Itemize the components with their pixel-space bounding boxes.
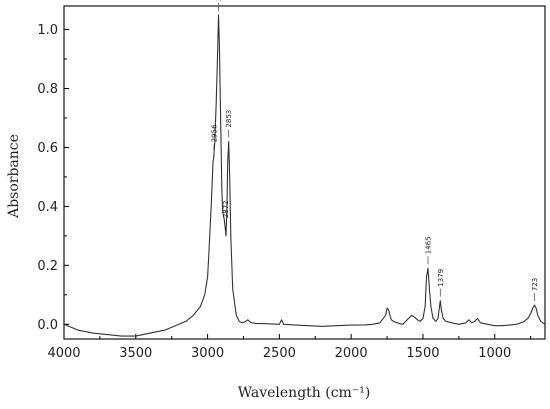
spectrum-line bbox=[63, 14, 546, 337]
plot-frame bbox=[63, 5, 546, 340]
x-tick-label: 1000 bbox=[478, 346, 511, 361]
y-tick-label: 0.8 bbox=[37, 82, 58, 97]
peak-label: 2956 bbox=[210, 124, 218, 142]
x-tick-label: 4000 bbox=[47, 346, 80, 361]
y-tick-label: 1.0 bbox=[37, 23, 58, 38]
y-tick-label: 0.4 bbox=[37, 200, 58, 215]
peak-label: 2924 bbox=[215, 0, 223, 1]
x-tick-label: 2500 bbox=[263, 346, 296, 361]
peak-labels: 2956 2924 2872 2853 1465 1379 723 bbox=[210, 0, 539, 302]
peak-label: 2853 bbox=[225, 110, 233, 128]
y-axis-title: Absorbance bbox=[6, 134, 22, 219]
x-tick-label: 3500 bbox=[119, 346, 152, 361]
peak-label: 1465 bbox=[424, 236, 432, 254]
peak-label: 2872 bbox=[222, 200, 230, 218]
x-tick-label: 3000 bbox=[191, 346, 224, 361]
x-axis: 4000 3500 3000 2500 2000 1500 1000 bbox=[47, 334, 532, 361]
peak-label: 723 bbox=[531, 278, 539, 291]
x-axis-title: Wavelength (cm⁻¹) bbox=[238, 385, 371, 401]
x-tick-label: 2000 bbox=[335, 346, 368, 361]
y-tick-label: 0.0 bbox=[37, 318, 58, 333]
x-tick-label: 1500 bbox=[406, 346, 439, 361]
y-tick-label: 0.2 bbox=[37, 259, 58, 274]
y-tick-label: 0.6 bbox=[37, 141, 58, 156]
peak-label: 1379 bbox=[437, 269, 445, 287]
y-axis: 0.0 0.2 0.4 0.6 0.8 1.0 bbox=[37, 23, 69, 333]
